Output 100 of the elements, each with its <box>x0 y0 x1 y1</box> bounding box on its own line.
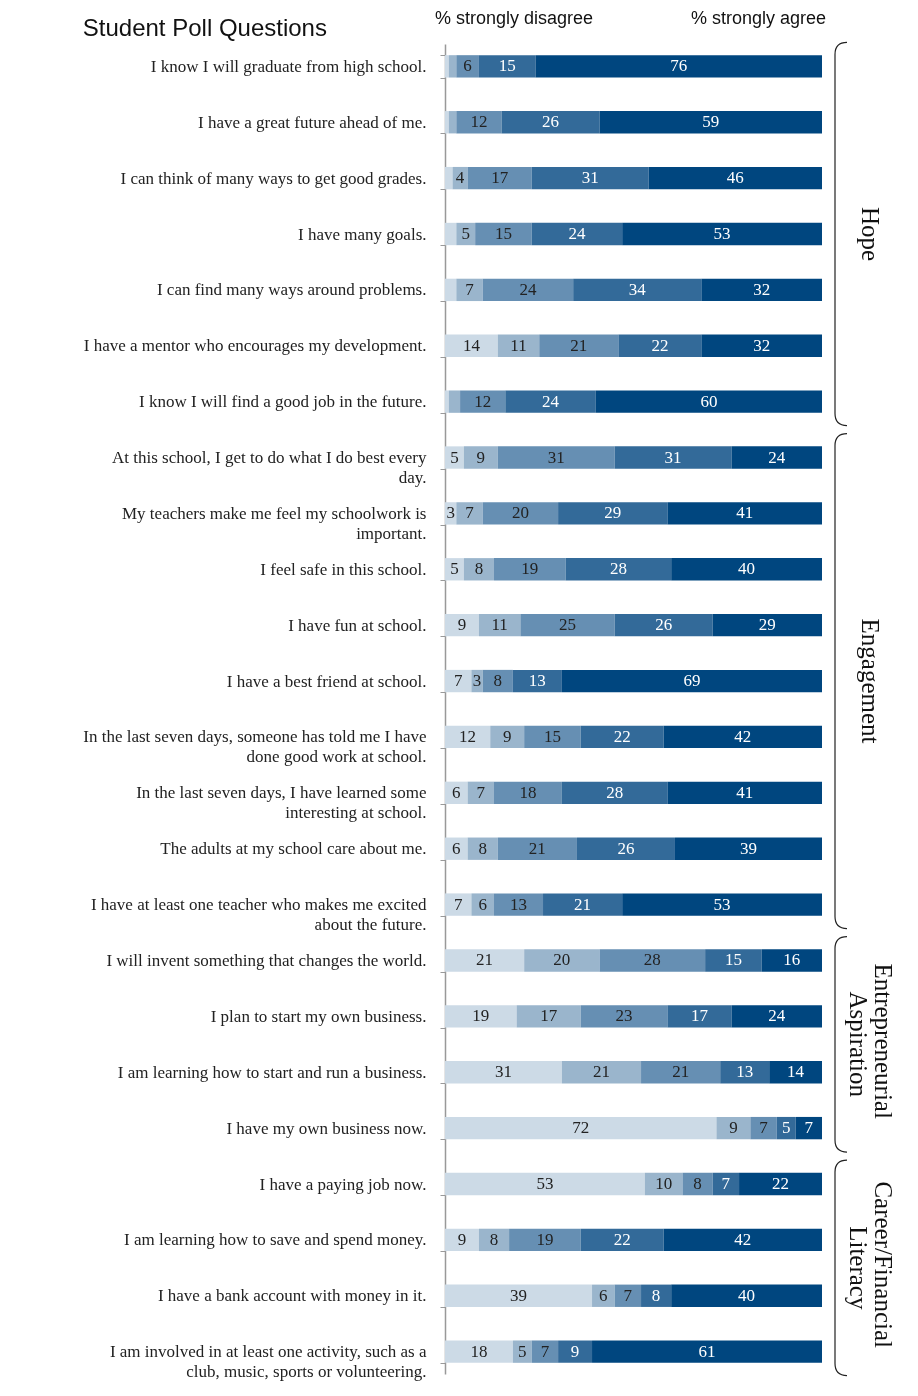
y-tick-label: The adults at my school care about me. <box>160 839 427 859</box>
bar <box>531 166 649 190</box>
bar <box>595 390 822 413</box>
bar <box>599 949 706 972</box>
data-label: 8 <box>474 559 484 579</box>
bar <box>539 334 619 357</box>
bar <box>671 558 822 581</box>
bar <box>712 614 822 637</box>
bar <box>667 1005 732 1028</box>
bar <box>478 614 521 637</box>
y-tick-label: I know I will graduate from high school. <box>150 56 427 76</box>
data-label: 59 <box>702 112 720 132</box>
bar <box>712 1172 740 1196</box>
bar <box>475 222 532 246</box>
bar <box>490 725 525 749</box>
bar <box>761 949 822 972</box>
data-label: 7 <box>453 894 463 914</box>
data-label: 31 <box>494 1062 512 1082</box>
y-tick-label: I have at least one teacher who makes me excited about the future. <box>90 895 427 935</box>
bar <box>494 558 566 581</box>
data-label: 7 <box>453 671 463 691</box>
data-label: 26 <box>617 838 635 858</box>
data-label: 28 <box>643 950 661 970</box>
data-label: 14 <box>462 335 481 355</box>
data-label: 76 <box>670 56 688 76</box>
data-label: 42 <box>734 1229 752 1249</box>
bar <box>618 334 702 357</box>
y-tick-label: I have a best friend at school. <box>226 671 427 691</box>
data-label: 15 <box>543 726 561 746</box>
data-label: 23 <box>615 1006 633 1026</box>
bar <box>448 111 457 134</box>
bar <box>445 446 464 469</box>
bar <box>614 446 732 469</box>
data-label: 12 <box>459 726 477 746</box>
bar <box>445 614 479 637</box>
data-label: 6 <box>478 894 487 914</box>
y-tick-label: I have many goals. <box>298 224 427 244</box>
data-label: 11 <box>510 335 527 355</box>
bar <box>445 1116 717 1140</box>
bar <box>445 1005 517 1028</box>
bar <box>448 55 457 78</box>
bar <box>445 166 453 190</box>
bar <box>456 55 479 78</box>
data-label: 4 <box>455 168 465 188</box>
data-label: 14 <box>787 1062 805 1082</box>
bar <box>471 893 495 916</box>
data-label: 21 <box>476 950 494 970</box>
data-label: 15 <box>494 224 512 243</box>
data-label: 13 <box>736 1062 754 1082</box>
bar <box>467 166 532 190</box>
bar <box>580 1005 668 1028</box>
data-label: 15 <box>498 56 516 76</box>
data-label: 40 <box>738 559 756 579</box>
bar <box>667 781 822 804</box>
data-label: 8 <box>493 671 503 691</box>
bar <box>641 1061 721 1084</box>
y-tick-label: At this school, I get to do what I do best every day. <box>112 448 427 488</box>
bar <box>445 1172 645 1196</box>
y-tick-label: I have a great future ahead of me. <box>198 112 427 132</box>
bar <box>456 111 502 134</box>
data-label: 22 <box>613 726 631 746</box>
text: % strongly agree <box>690 8 826 28</box>
data-label: 7 <box>540 1341 550 1361</box>
data-label: 17 <box>491 168 509 188</box>
bar <box>445 334 498 357</box>
data-label: 17 <box>690 1006 709 1026</box>
data-label: 8 <box>651 1285 661 1305</box>
bar <box>445 55 449 78</box>
data-label: 12 <box>474 391 492 411</box>
data-label: 25 <box>559 615 577 635</box>
data-label: 5 <box>518 1341 527 1361</box>
data-label: 10 <box>655 1174 673 1193</box>
text: Engagement <box>857 618 884 744</box>
data-label: 24 <box>768 447 786 467</box>
data-label: 13 <box>510 894 528 914</box>
bar <box>512 669 562 693</box>
bar <box>561 669 822 693</box>
bar <box>750 1116 777 1140</box>
data-label: 7 <box>465 279 475 299</box>
bar <box>622 222 822 246</box>
bar <box>580 1228 664 1252</box>
bar <box>524 949 600 972</box>
text: Student Poll Questions <box>82 14 327 41</box>
bar <box>531 1340 559 1363</box>
data-label: 22 <box>772 1174 790 1193</box>
bar <box>497 446 615 469</box>
bar <box>456 278 483 302</box>
data-label: 11 <box>491 615 508 635</box>
bar <box>667 502 822 525</box>
data-label: 60 <box>700 391 718 411</box>
data-label: 24 <box>768 1006 786 1026</box>
bar <box>497 334 540 357</box>
bar <box>558 1340 593 1363</box>
bar <box>648 166 822 190</box>
bar <box>478 55 536 78</box>
data-label: 21 <box>528 838 546 858</box>
data-label: 24 <box>568 224 586 243</box>
data-label: 32 <box>753 279 771 299</box>
data-label: 22 <box>651 335 669 355</box>
bar <box>576 837 675 860</box>
